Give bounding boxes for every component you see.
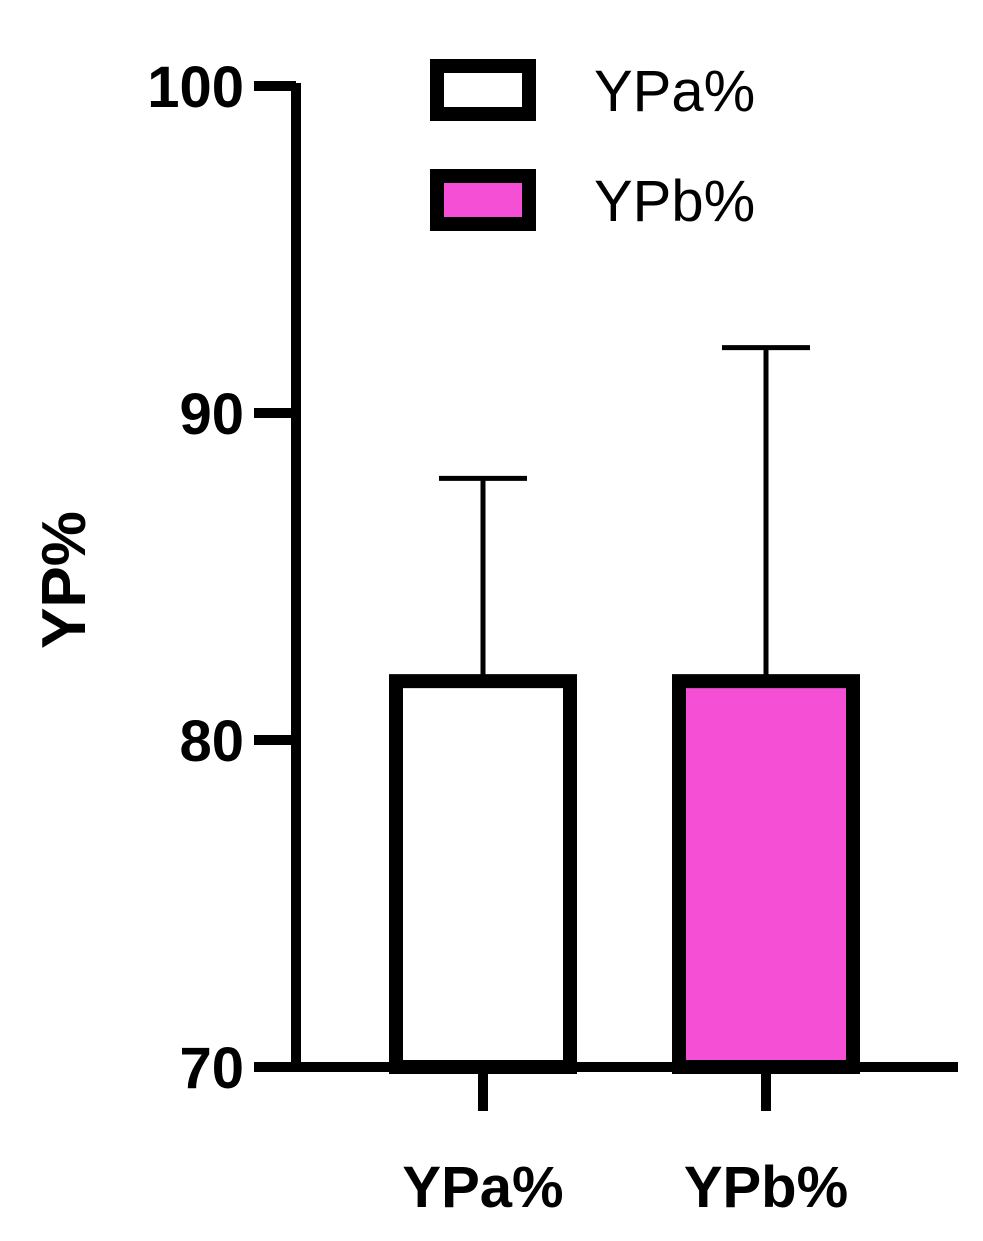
legend-label: YPb% bbox=[594, 169, 755, 234]
legend-label: YPa% bbox=[594, 59, 755, 124]
x-tick-label: YPa% bbox=[402, 1155, 563, 1220]
y-tick-label: 80 bbox=[179, 709, 244, 774]
bar bbox=[672, 674, 860, 1074]
x-tick-label: YPb% bbox=[684, 1155, 848, 1220]
bar bbox=[389, 674, 577, 1074]
error-bars bbox=[439, 345, 810, 682]
legend-swatch bbox=[430, 169, 536, 231]
y-tick-label: 90 bbox=[179, 382, 244, 447]
y-tick-label: 70 bbox=[179, 1036, 244, 1101]
y-tick-label: 100 bbox=[147, 55, 244, 120]
y-axis-title: YP% bbox=[30, 511, 99, 649]
legend: YPa% YPb% bbox=[430, 59, 755, 234]
x-axis: YPa% YPb% bbox=[254, 1062, 958, 1220]
legend-swatch bbox=[430, 59, 536, 121]
y-axis: 70 80 90 100 bbox=[147, 55, 301, 1101]
bars bbox=[389, 674, 860, 1074]
